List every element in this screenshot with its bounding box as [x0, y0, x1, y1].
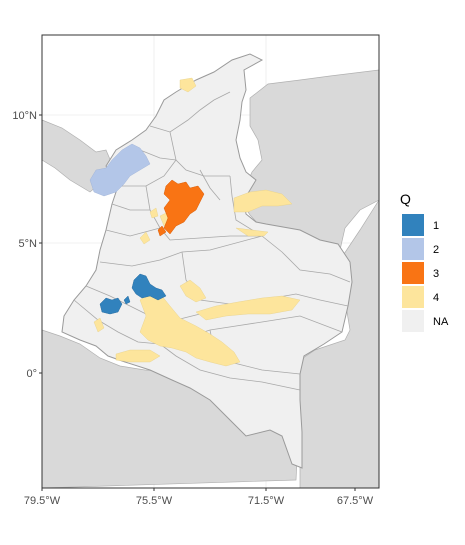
x-tick-label-79-5w: 79.5°W: [24, 495, 61, 507]
category-2-regions: [89, 143, 151, 197]
legend-label-3: 3: [433, 268, 439, 280]
category-3-regions: [157, 179, 205, 237]
legend-key-3: [402, 262, 424, 284]
legend-label-na: NA: [433, 316, 449, 328]
legend-label-2: 2: [433, 244, 439, 256]
map-panel-border: [41, 34, 380, 489]
x-tick-label-67-5w: 67.5°W: [337, 495, 374, 507]
legend-key-4: [402, 286, 424, 308]
legend-title: Q: [400, 191, 411, 207]
x-tick-label-71-5w: 71.5°W: [248, 495, 285, 507]
legend-key-2: [402, 238, 424, 260]
y-tick-label-10n: 10°N: [12, 110, 37, 122]
legend-label-1: 1: [433, 220, 439, 232]
legend-key-na: [402, 310, 424, 332]
legend-label-4: 4: [433, 292, 439, 304]
legend: Q 1 2 3 4 NA: [400, 191, 449, 332]
y-tick-label-0: 0°: [26, 368, 37, 380]
category-1-regions: [99, 273, 167, 315]
category-4-regions: [93, 77, 301, 367]
legend-key-1: [402, 214, 424, 236]
y-tick-label-5n: 5°N: [19, 238, 38, 250]
x-tick-label-75-5w: 75.5°W: [136, 495, 173, 507]
axis-ticks: [39, 114, 356, 491]
